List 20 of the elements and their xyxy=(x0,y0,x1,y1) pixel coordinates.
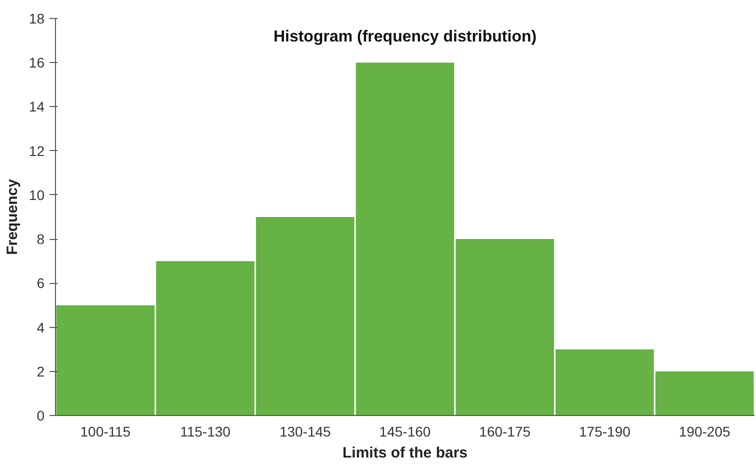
x-tick-label: 115-130 xyxy=(180,424,231,440)
x-axis-title: Limits of the bars xyxy=(342,444,468,462)
x-tick-label: 100-115 xyxy=(80,424,131,440)
y-tick-label: 18 xyxy=(28,10,45,26)
x-tick-label: 160-175 xyxy=(479,424,531,440)
text: Histogram (frequency distribution) xyxy=(273,28,537,46)
x-tick-label: 130-145 xyxy=(279,424,332,440)
y-tick-label: 2 xyxy=(36,363,45,380)
y-tick-label: 4 xyxy=(36,319,45,336)
x-tick-label: 145-160 xyxy=(379,424,431,440)
y-tick-label: 16 xyxy=(28,54,45,71)
y-tick-label: 6 xyxy=(36,275,45,292)
y-tick-label: 8 xyxy=(36,231,45,248)
x-tick-label: 175-190 xyxy=(579,424,631,440)
y-axis-title: Frequency xyxy=(4,178,21,255)
y-tick-label: 14 xyxy=(28,98,45,115)
y-tick-label: 12 xyxy=(28,142,45,159)
y-tick-label: 10 xyxy=(28,186,45,203)
y-tick-label: 0 xyxy=(36,408,45,424)
x-tick-label: 190-205 xyxy=(678,424,730,440)
